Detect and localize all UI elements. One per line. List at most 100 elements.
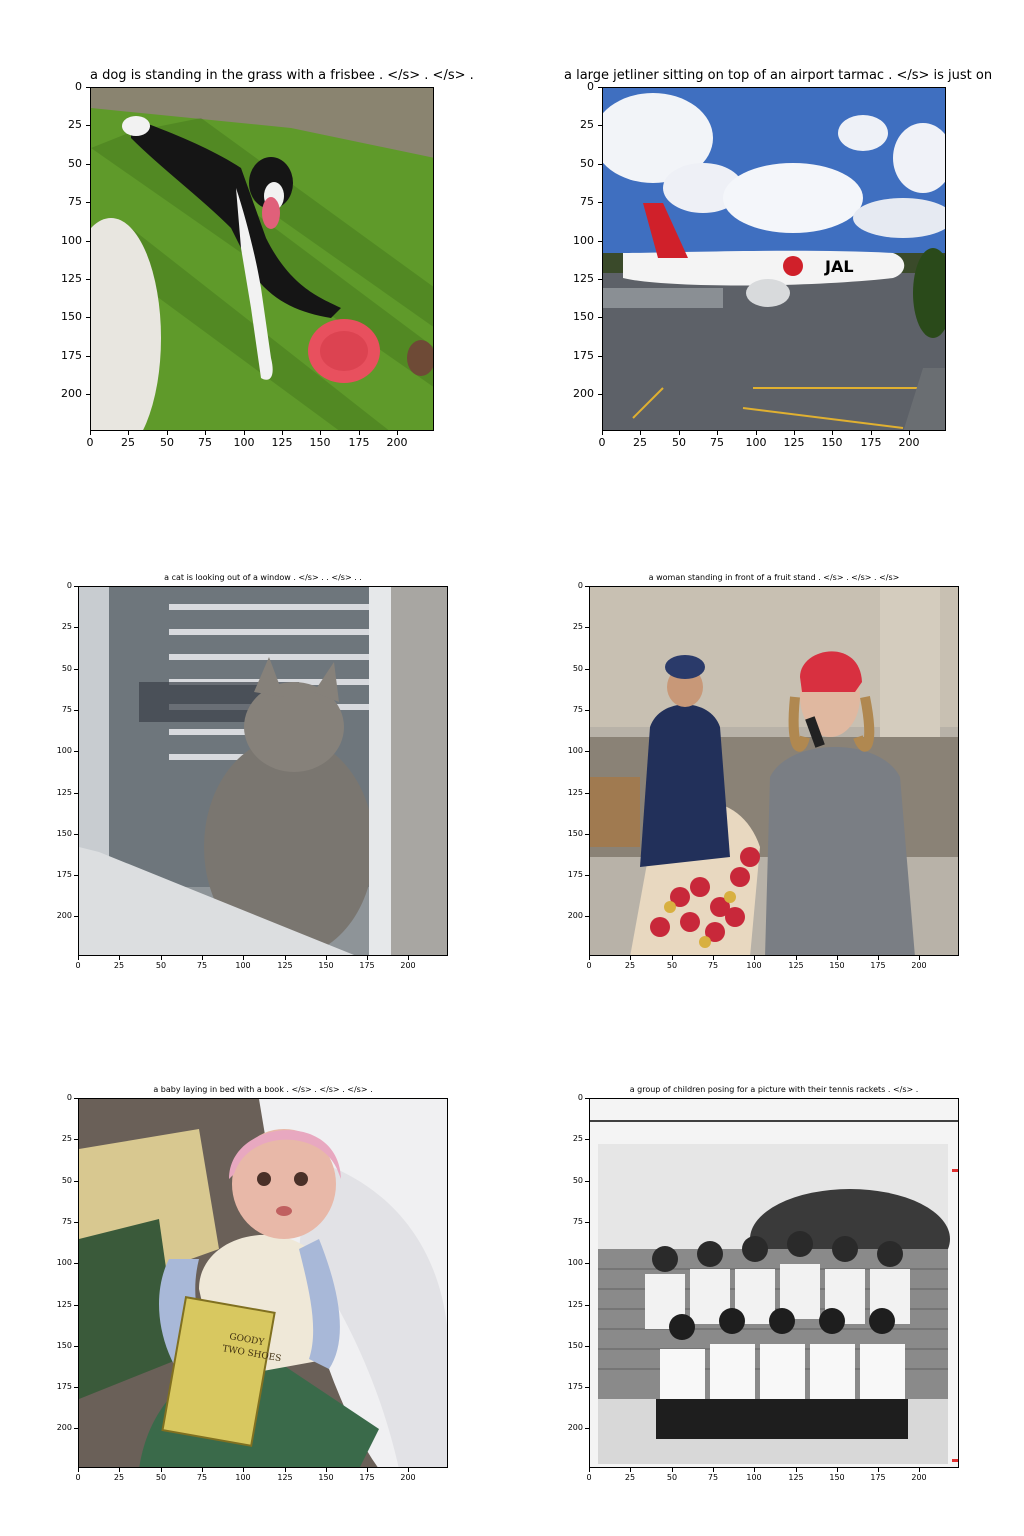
- y-tick-label: 175: [567, 870, 583, 879]
- y-tick-label: 75: [572, 705, 583, 714]
- y-tick-label: 175: [567, 1382, 583, 1391]
- subplot-title: a dog is standing in the grass with a fr…: [90, 68, 474, 83]
- x-tick-label: 200: [400, 1473, 416, 1482]
- image-frame: JAL: [602, 87, 946, 431]
- y-tick-label: 175: [56, 1382, 72, 1391]
- y-tick-label: 50: [68, 157, 82, 170]
- y-tick-label: 0: [75, 80, 82, 93]
- image-frame: [589, 586, 959, 956]
- x-tick-label: 0: [598, 436, 606, 449]
- x-tick-label: 100: [746, 961, 762, 970]
- x-tick-label: 0: [586, 961, 592, 970]
- image-frame: GOODY TWO SHOES: [78, 1098, 448, 1468]
- y-tick-label: 100: [56, 746, 72, 755]
- x-tick-label: 175: [348, 436, 370, 449]
- x-tick-label: 200: [400, 961, 416, 970]
- subplot-title: a cat is looking out of a window . </s> …: [164, 573, 362, 582]
- y-tick-label: 50: [580, 157, 594, 170]
- x-tick-label: 125: [788, 1473, 804, 1482]
- y-tick-label: 125: [56, 788, 72, 797]
- x-tick-label: 125: [277, 1473, 293, 1482]
- image-frame: [589, 1098, 959, 1468]
- x-tick-label: 50: [666, 961, 678, 970]
- y-tick-label: 50: [572, 664, 583, 673]
- svg-text:JAL: JAL: [824, 257, 854, 276]
- image-frame: [90, 87, 434, 431]
- x-tick-label: 75: [707, 961, 719, 970]
- y-tick-label: 125: [56, 1300, 72, 1309]
- y-tick-label: 200: [56, 911, 72, 920]
- x-tick-label: 150: [318, 961, 334, 970]
- x-tick-label: 25: [121, 436, 135, 449]
- x-tick-label: 175: [870, 961, 886, 970]
- x-tick-label: 150: [829, 1473, 845, 1482]
- woman-fruit-stand-image: [590, 587, 958, 955]
- x-tick-label: 175: [860, 436, 882, 449]
- y-tick-label: 100: [56, 1258, 72, 1267]
- x-tick-label: 0: [586, 1473, 592, 1482]
- subplot-title: a baby laying in bed with a book . </s> …: [153, 1085, 373, 1094]
- x-tick-label: 125: [783, 436, 805, 449]
- y-tick-label: 175: [56, 870, 72, 879]
- x-tick-label: 100: [745, 436, 767, 449]
- x-tick-label: 175: [870, 1473, 886, 1482]
- y-tick-label: 75: [580, 195, 594, 208]
- y-tick-label: 100: [573, 234, 594, 247]
- y-tick-label: 150: [567, 1341, 583, 1350]
- y-tick-label: 50: [572, 1176, 583, 1185]
- tennis-team-image: [590, 1099, 958, 1467]
- x-tick-label: 25: [633, 436, 647, 449]
- jetliner-image: JAL: [603, 88, 945, 430]
- y-tick-label: 175: [61, 349, 82, 362]
- cat-window-image: [79, 587, 447, 955]
- y-tick-label: 150: [56, 829, 72, 838]
- x-tick-label: 175: [359, 961, 375, 970]
- y-tick-label: 150: [573, 310, 594, 323]
- dog-frisbee-image: [91, 88, 433, 430]
- y-tick-label: 25: [580, 118, 594, 131]
- x-tick-label: 0: [75, 961, 81, 970]
- y-tick-label: 75: [68, 195, 82, 208]
- x-tick-label: 200: [386, 436, 408, 449]
- y-tick-label: 200: [567, 911, 583, 920]
- subplot-title: a woman standing in front of a fruit sta…: [648, 573, 900, 582]
- x-tick-label: 150: [821, 436, 843, 449]
- y-tick-label: 200: [567, 1423, 583, 1432]
- x-tick-label: 75: [198, 436, 212, 449]
- y-tick-label: 125: [567, 788, 583, 797]
- y-tick-label: 50: [61, 1176, 72, 1185]
- y-tick-label: 100: [61, 234, 82, 247]
- x-tick-label: 125: [271, 436, 293, 449]
- y-tick-label: 150: [61, 310, 82, 323]
- y-tick-label: 0: [577, 581, 583, 590]
- y-tick-label: 75: [61, 1217, 72, 1226]
- x-tick-label: 100: [233, 436, 255, 449]
- y-tick-label: 125: [573, 272, 594, 285]
- x-tick-label: 75: [196, 1473, 208, 1482]
- x-tick-label: 50: [155, 961, 167, 970]
- x-tick-label: 175: [359, 1473, 375, 1482]
- y-tick-label: 25: [572, 622, 583, 631]
- x-tick-label: 25: [113, 961, 125, 970]
- x-tick-label: 75: [707, 1473, 719, 1482]
- x-tick-label: 50: [666, 1473, 678, 1482]
- x-tick-label: 0: [75, 1473, 81, 1482]
- x-tick-label: 150: [829, 961, 845, 970]
- x-tick-label: 125: [788, 961, 804, 970]
- doll-bed-image: GOODY TWO SHOES: [79, 1099, 447, 1467]
- y-tick-label: 0: [577, 1093, 583, 1102]
- y-tick-label: 0: [66, 1093, 72, 1102]
- y-tick-label: 175: [573, 349, 594, 362]
- y-tick-label: 25: [572, 1134, 583, 1143]
- y-tick-label: 125: [567, 1300, 583, 1309]
- y-tick-label: 75: [61, 705, 72, 714]
- y-tick-label: 0: [66, 581, 72, 590]
- x-tick-label: 50: [155, 1473, 167, 1482]
- x-tick-label: 100: [235, 961, 251, 970]
- y-tick-label: 25: [61, 622, 72, 631]
- y-tick-label: 100: [567, 746, 583, 755]
- x-tick-label: 25: [113, 1473, 125, 1482]
- y-tick-label: 75: [572, 1217, 583, 1226]
- y-tick-label: 100: [567, 1258, 583, 1267]
- x-tick-label: 150: [318, 1473, 334, 1482]
